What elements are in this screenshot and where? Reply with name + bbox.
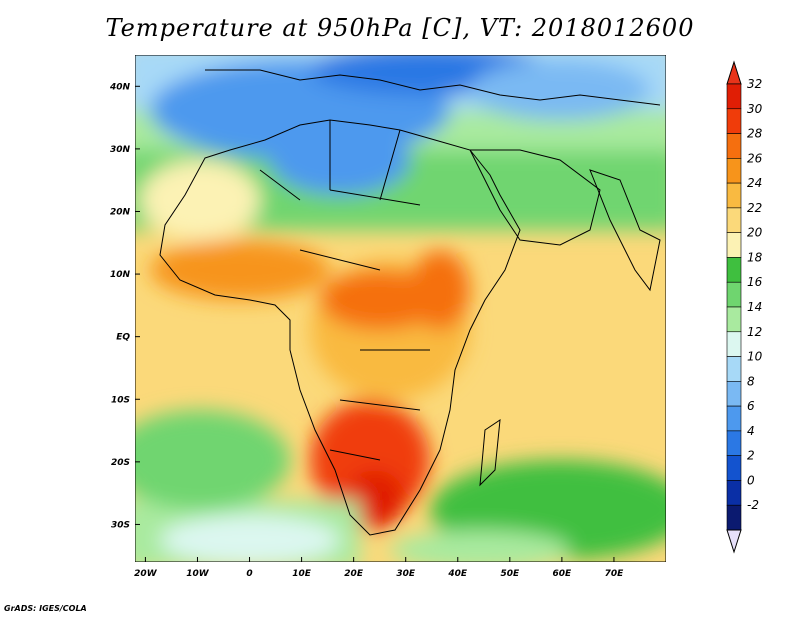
lon-tick-label: 20E <box>344 569 364 579</box>
colorbar-label: 6 <box>747 399 755 413</box>
colorbar-label: 24 <box>747 176 762 190</box>
coastlines <box>159 69 661 536</box>
lat-tick-label: EQ <box>116 333 130 343</box>
colorbar-label: 14 <box>747 300 762 314</box>
lon-tick-label: 60E <box>553 569 573 579</box>
colorbar-label: 26 <box>747 151 763 165</box>
colorbar-swatch <box>726 455 742 481</box>
colorbar-label: 18 <box>747 250 763 264</box>
colorbar-swatch <box>726 405 742 432</box>
credit-text: GrADS: IGES/COLA <box>4 604 87 613</box>
colorbar-label: 16 <box>747 275 763 289</box>
lat-tick-label: 30S <box>111 520 130 530</box>
lat-tick-label: 40N <box>109 82 131 92</box>
colorbar-swatch <box>726 133 742 159</box>
temperature-field <box>135 55 666 562</box>
colorbar-swatch <box>726 381 742 407</box>
colorbar-label: 32 <box>747 77 762 91</box>
lon-tick-label: 20W <box>134 569 158 579</box>
colorbar-swatch <box>726 108 742 134</box>
lat-tick-label: 10N <box>110 270 131 280</box>
colorbar-label: 22 <box>747 201 762 215</box>
colorbar-swatch <box>726 257 742 283</box>
colorbar-label: -2 <box>747 498 759 512</box>
longitude-ticks: 20W 10W 0 10E 20E 30E 40E 50E 60E 70E <box>134 557 624 579</box>
colorbar-over-arrow <box>726 60 742 85</box>
colorbar-swatch <box>726 480 742 506</box>
colorbar-swatch <box>726 83 742 110</box>
lat-tick-label: 20S <box>111 458 130 468</box>
colorbar-swatch <box>726 158 742 184</box>
colorbar-swatch <box>726 430 742 456</box>
lon-tick-label: 30E <box>396 569 416 579</box>
lon-tick-label: 10W <box>186 569 210 579</box>
lat-tick-label: 30N <box>110 145 131 155</box>
lon-tick-label: 50E <box>500 569 520 579</box>
colorbar-swatch <box>726 356 742 382</box>
colorbar-swatch <box>726 182 742 209</box>
lat-tick-label: 10S <box>111 395 130 405</box>
colorbar-swatch <box>726 331 742 357</box>
colorbar-label: 30 <box>747 102 763 116</box>
colorbar-label: 8 <box>747 374 755 388</box>
colorbar-label: 4 <box>747 424 755 438</box>
colorbar-swatch <box>726 281 742 308</box>
colorbar-under-arrow <box>726 529 742 554</box>
colorbar-swatch <box>726 504 742 531</box>
lon-tick-label: 70E <box>605 569 625 579</box>
colorbar-label: 20 <box>747 226 763 240</box>
colorbar-label: 12 <box>747 325 762 339</box>
lon-tick-label: 10E <box>292 569 312 579</box>
colorbar-label: 2 <box>747 449 755 463</box>
colorbar-swatch <box>726 232 742 258</box>
lon-tick-label: 0 <box>246 569 252 579</box>
map-title: Temperature at 950hPa [C], VT: 201801260… <box>105 14 695 42</box>
latitude-ticks: 40N 30N 20N 10N EQ 10S 20S 30S <box>109 82 140 530</box>
lat-tick-label: 20N <box>110 207 131 217</box>
colorbar-label: 10 <box>747 350 763 364</box>
colorbar-swatch <box>726 306 742 333</box>
colorbar-label: 0 <box>747 473 755 487</box>
colorbar-swatch <box>726 207 742 233</box>
colorbar-label: 28 <box>747 127 763 141</box>
lon-tick-label: 40E <box>447 569 468 579</box>
